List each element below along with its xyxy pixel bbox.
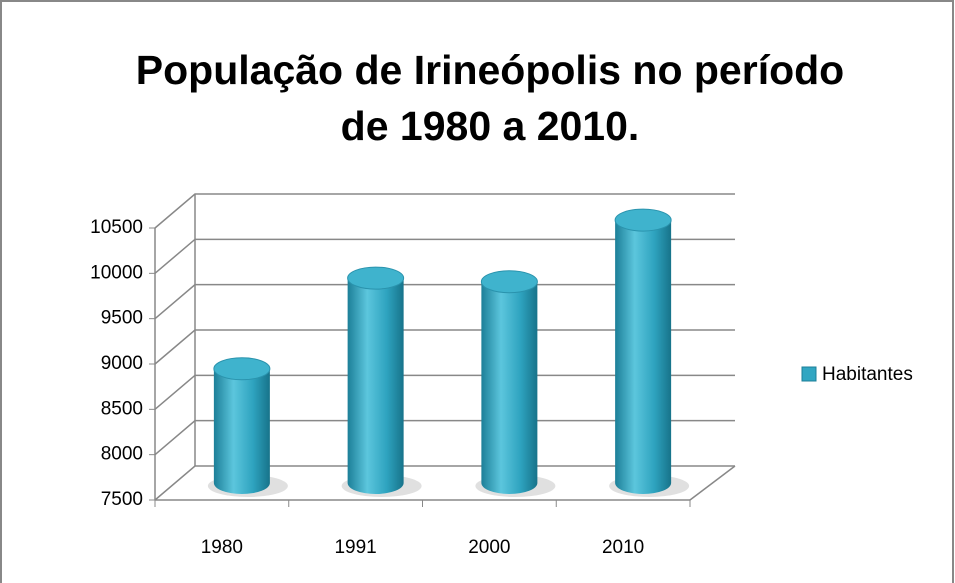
legend-swatch <box>801 366 817 382</box>
y-tick-label: 8500 <box>101 398 143 419</box>
x-tick-label: 2010 <box>602 537 644 558</box>
bar-top <box>213 357 271 381</box>
bar <box>347 278 404 494</box>
x-tick-label: 1980 <box>201 537 243 558</box>
floor-edge <box>689 465 736 501</box>
bar-top <box>480 270 538 294</box>
legend-label: Habitantes <box>822 364 913 385</box>
y-tick-label: 10000 <box>90 262 143 283</box>
y-tick-label: 10500 <box>90 217 143 238</box>
chart-title: População de Irineópolis no período de 1… <box>135 47 845 149</box>
y-tick-label: 8000 <box>101 444 143 465</box>
x-tick-label: 2000 <box>468 537 510 558</box>
bar-top <box>347 266 405 290</box>
y-tick-label: 9000 <box>101 353 143 374</box>
bar-top <box>614 208 672 232</box>
x-tick-label: 1991 <box>334 537 376 558</box>
bar <box>615 220 672 495</box>
y-tick-label: 7500 <box>101 489 143 510</box>
y-tick-label: 9500 <box>101 308 143 329</box>
bar <box>481 281 538 494</box>
bar <box>213 368 270 494</box>
